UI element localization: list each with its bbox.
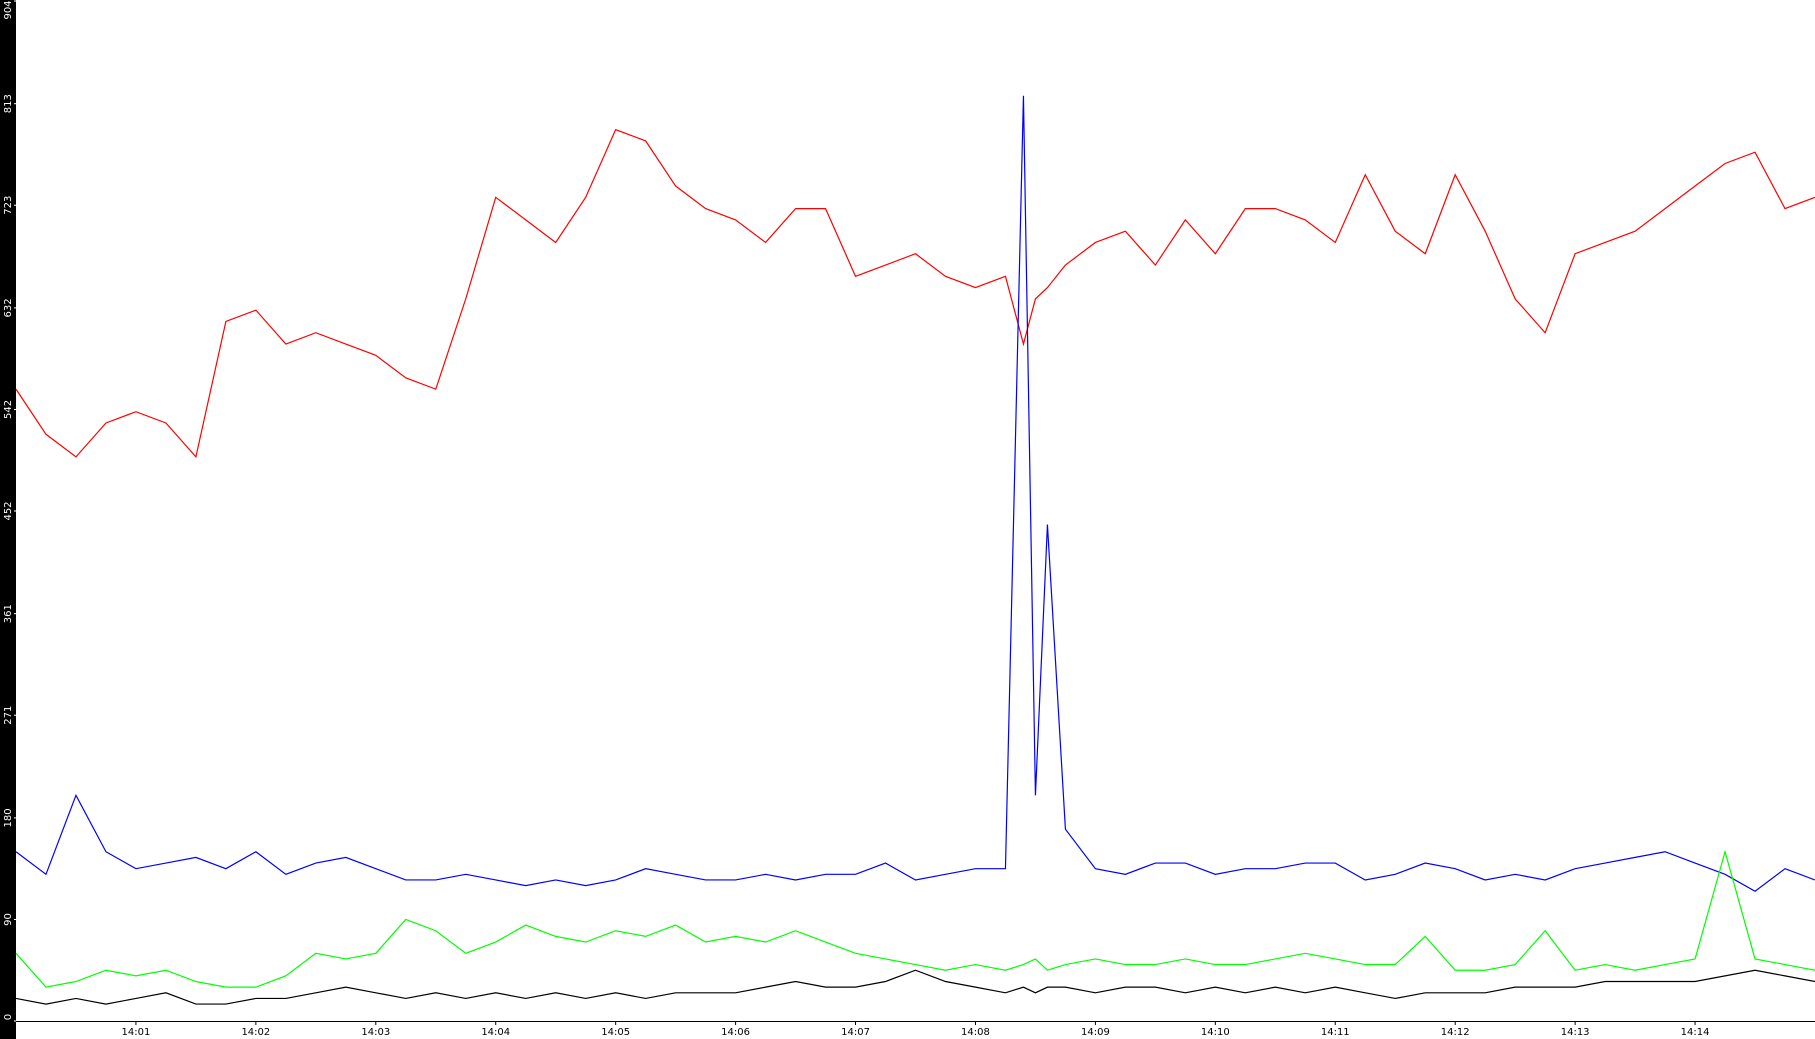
x-tick-label: 14:07 [841, 1027, 870, 1038]
y-axis-strip [0, 0, 16, 1039]
y-tick-label: 90 [3, 913, 14, 926]
x-tick-label: 14:11 [1321, 1027, 1350, 1038]
y-tick-label: 0 [3, 1014, 14, 1020]
y-tick-label: 813 [3, 94, 14, 113]
y-tick-label: 271 [3, 706, 14, 725]
y-tick-label: 452 [3, 501, 14, 520]
y-tick-label: 904 [3, 0, 14, 19]
y-tick-label: 632 [3, 298, 14, 317]
x-tick-label: 14:06 [721, 1027, 750, 1038]
series-line [15, 969, 1815, 1005]
y-tick-label: 723 [3, 196, 14, 215]
y-tick-label: 180 [3, 808, 14, 827]
series-line [15, 95, 1815, 892]
x-tick-label: 14:10 [1201, 1027, 1230, 1038]
x-tick-label: 14:14 [1681, 1027, 1710, 1038]
x-tick-label: 14:01 [122, 1027, 151, 1038]
x-tick-label: 14:13 [1561, 1027, 1590, 1038]
x-tick-label: 14:12 [1441, 1027, 1470, 1038]
x-tick-label: 14:03 [361, 1027, 390, 1038]
series-line [15, 128, 1815, 459]
y-tick-label: 542 [3, 400, 14, 419]
x-tick-label: 14:05 [601, 1027, 630, 1038]
y-tick-label: 361 [3, 604, 14, 623]
series-line [15, 849, 1815, 988]
x-tick-label: 14:02 [241, 1027, 270, 1038]
x-tick-label: 14:09 [1081, 1027, 1110, 1038]
x-tick-label: 14:04 [481, 1027, 510, 1038]
x-tick-label: 14:08 [961, 1027, 990, 1038]
